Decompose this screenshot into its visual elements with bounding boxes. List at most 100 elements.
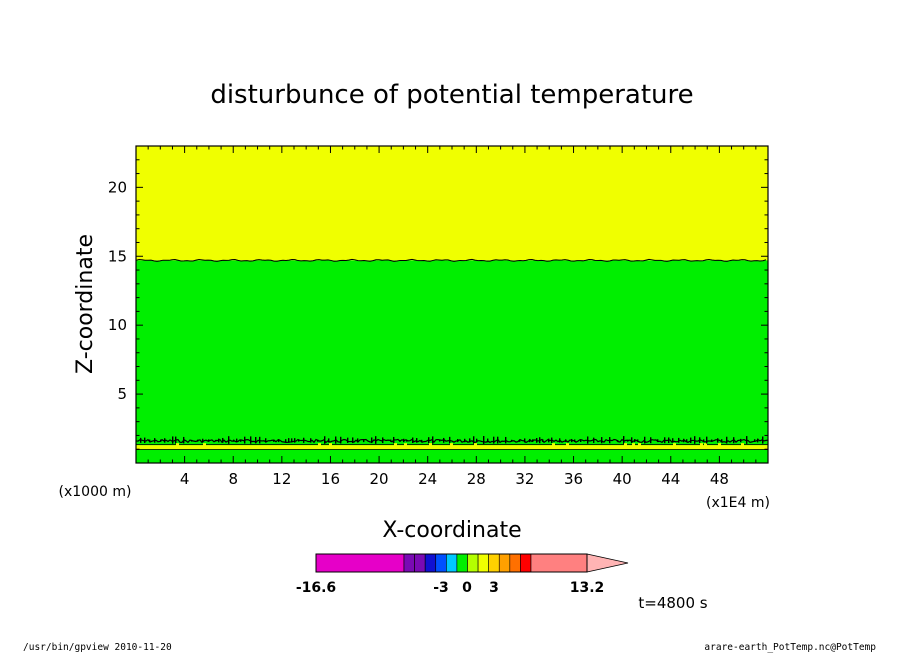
contour-speck	[403, 438, 405, 443]
yellow-speck	[638, 443, 641, 447]
contour-speck	[278, 439, 280, 443]
contour-speck	[208, 439, 210, 442]
yellow-speck	[673, 443, 676, 447]
contour-speck	[497, 436, 499, 444]
contour-speck	[609, 437, 611, 444]
contour-speck	[762, 436, 764, 444]
contour-speck	[340, 436, 342, 444]
colorbar-mid-label-zero: 0	[462, 580, 472, 596]
contour-speck	[711, 439, 713, 442]
contour-speck	[240, 439, 242, 442]
contour-speck	[699, 437, 701, 444]
yellow-speck	[404, 443, 407, 447]
contour-speck	[250, 436, 252, 444]
contour-speck	[593, 437, 595, 443]
contour-speck	[222, 437, 224, 443]
contour-speck	[559, 438, 561, 443]
x-tick-label: 4	[180, 470, 190, 488]
contour-speck	[505, 436, 507, 444]
contour-speck	[432, 436, 434, 444]
contour-speck	[650, 437, 652, 444]
contour-speck	[571, 438, 573, 443]
footer-left: /usr/bin/gpview 2010-11-20	[23, 642, 172, 653]
contour-speck	[757, 438, 759, 443]
colorbar-segment	[315, 553, 405, 573]
contour-speck	[664, 437, 666, 444]
y-tick-label: 5	[117, 385, 127, 403]
contour-speck	[197, 439, 199, 442]
contour-speck	[511, 439, 513, 442]
chart-title: disturbunce of potential temperature	[210, 80, 693, 110]
contour-speck	[191, 439, 193, 442]
colorbar-segment	[467, 553, 479, 573]
contour-speck	[529, 438, 531, 443]
colorbar-min-label: -16.6	[296, 580, 336, 596]
contour-speck	[644, 436, 646, 444]
colorbar-segment	[488, 553, 500, 573]
contour-speck	[375, 436, 377, 444]
colorbar-segment	[456, 553, 468, 573]
colorbar-mid-label-neg: -3	[433, 580, 449, 596]
contour-speck	[690, 437, 692, 443]
contour-speck	[236, 438, 238, 443]
colorbar-segment	[530, 553, 588, 573]
contour-speck	[273, 439, 275, 442]
contour-speck	[487, 438, 489, 443]
x-tick-label: 8	[228, 470, 238, 488]
contour-speck	[328, 438, 330, 443]
contour-speck	[464, 438, 466, 443]
contour-speck	[457, 439, 459, 443]
contour-speck	[160, 439, 162, 442]
contour-speck	[587, 436, 589, 444]
contour-speck	[288, 438, 290, 443]
contour-speck	[144, 437, 146, 443]
contour-speck	[580, 439, 582, 443]
y-tick-label: 15	[108, 247, 127, 265]
contour-speck	[483, 436, 485, 444]
contour-speck	[183, 436, 185, 444]
x-tick-label: 16	[321, 470, 340, 488]
contour-speck	[565, 439, 567, 442]
contour-speck	[172, 436, 174, 444]
contour-speck	[347, 437, 349, 443]
contour-speck	[637, 439, 639, 442]
contour-speck	[469, 438, 471, 443]
contour-speck	[524, 438, 526, 443]
contour-speck	[473, 436, 475, 444]
x-tick-label: 24	[418, 470, 437, 488]
contour-band-lower	[135, 436, 769, 451]
yellow-speck	[474, 443, 477, 447]
contour-speck	[310, 438, 312, 443]
contour-speck	[657, 439, 659, 442]
yellow-speck	[552, 443, 555, 447]
footer-right: arare-earth_PotTemp.nc@PotTemp	[704, 642, 876, 653]
contour-speck	[218, 438, 220, 443]
time-label: t=4800 s	[638, 594, 707, 612]
colorbar-max-label: 13.2	[570, 580, 605, 596]
y-axis-ticks: 5 10 15 20	[108, 145, 768, 464]
contour-speck	[686, 439, 688, 442]
contour-speck	[265, 438, 267, 443]
contour-speck	[542, 439, 544, 442]
y-tick-label: 10	[108, 316, 127, 334]
contour-speck	[548, 438, 550, 443]
x-axis-label: X-coordinate	[382, 518, 521, 543]
contour-speck	[627, 439, 629, 442]
colorbar-segment	[424, 553, 437, 573]
x-tick-label: 36	[564, 470, 583, 488]
colorbar-segment	[509, 553, 521, 573]
colorbar-segment	[520, 553, 532, 573]
contour-speck	[298, 439, 300, 442]
contour-speck	[382, 437, 384, 444]
x-unit-label: (x1E4 m)	[706, 495, 770, 511]
x-tick-label: 44	[661, 470, 680, 488]
contour-speck	[634, 439, 636, 443]
x-tick-label: 20	[370, 470, 389, 488]
contour-speck	[532, 439, 534, 442]
contour-speck	[631, 437, 633, 444]
contour-speck	[371, 437, 373, 444]
contour-line-upper	[135, 258, 767, 262]
contour-speck	[733, 437, 735, 444]
yellow-speck	[176, 443, 179, 447]
